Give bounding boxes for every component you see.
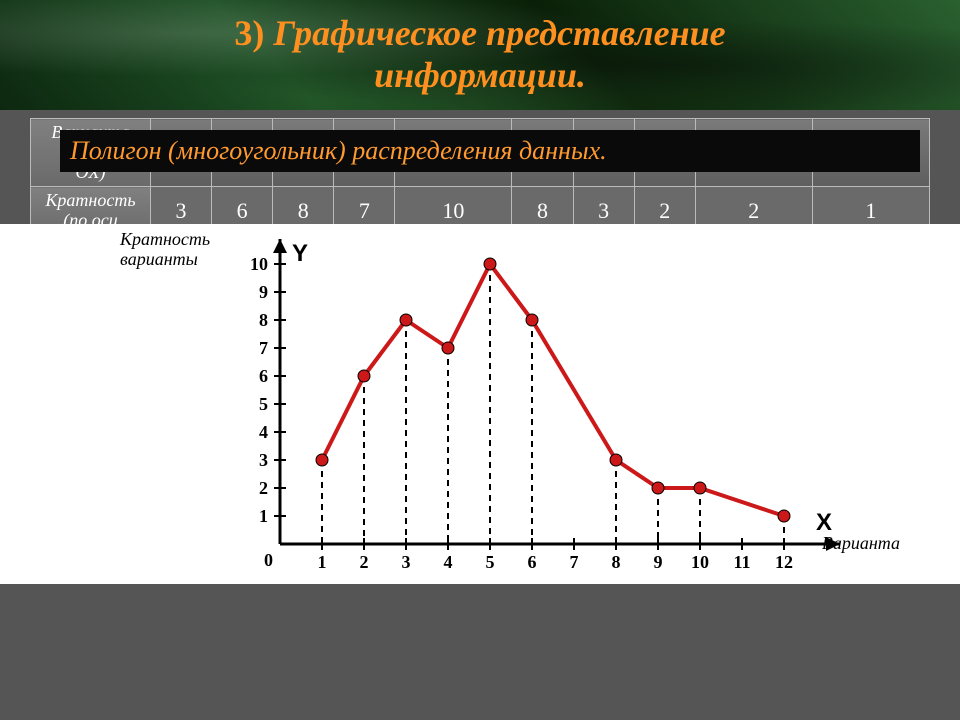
svg-text:9: 9 bbox=[654, 552, 663, 572]
svg-text:1: 1 bbox=[259, 506, 268, 526]
svg-text:12: 12 bbox=[775, 552, 793, 572]
svg-text:3: 3 bbox=[259, 450, 268, 470]
header-line2: информации. bbox=[0, 54, 960, 96]
header-number: 3) bbox=[234, 13, 264, 53]
header-line1: Графическое представление bbox=[273, 13, 725, 53]
svg-text:Y: Y bbox=[292, 240, 308, 267]
svg-text:6: 6 bbox=[259, 366, 268, 386]
svg-text:10: 10 bbox=[250, 254, 268, 274]
data-table-wrap: Полигон (многоугольник) распределения да… bbox=[30, 118, 930, 236]
svg-text:0: 0 bbox=[264, 550, 273, 570]
slide-header: 3) Графическое представление информации. bbox=[0, 0, 960, 110]
polygon-chart: Кратностьварианты Варианта 0YX1234567891… bbox=[0, 224, 960, 584]
svg-text:5: 5 bbox=[259, 394, 268, 414]
svg-text:10: 10 bbox=[691, 552, 709, 572]
svg-text:X: X bbox=[816, 509, 832, 536]
svg-text:7: 7 bbox=[570, 552, 579, 572]
svg-text:9: 9 bbox=[259, 282, 268, 302]
svg-text:2: 2 bbox=[360, 552, 369, 572]
svg-text:4: 4 bbox=[259, 422, 268, 442]
subtitle: Полигон (многоугольник) распределения да… bbox=[60, 130, 920, 172]
svg-text:4: 4 bbox=[444, 552, 453, 572]
chart-svg: 0YX12345678910123456789101112 bbox=[0, 224, 960, 584]
svg-text:11: 11 bbox=[733, 552, 750, 572]
svg-text:2: 2 bbox=[259, 478, 268, 498]
svg-text:8: 8 bbox=[612, 552, 621, 572]
svg-text:6: 6 bbox=[528, 552, 537, 572]
svg-text:3: 3 bbox=[402, 552, 411, 572]
svg-text:8: 8 bbox=[259, 310, 268, 330]
svg-text:5: 5 bbox=[486, 552, 495, 572]
svg-text:7: 7 bbox=[259, 338, 268, 358]
svg-text:1: 1 bbox=[318, 552, 327, 572]
